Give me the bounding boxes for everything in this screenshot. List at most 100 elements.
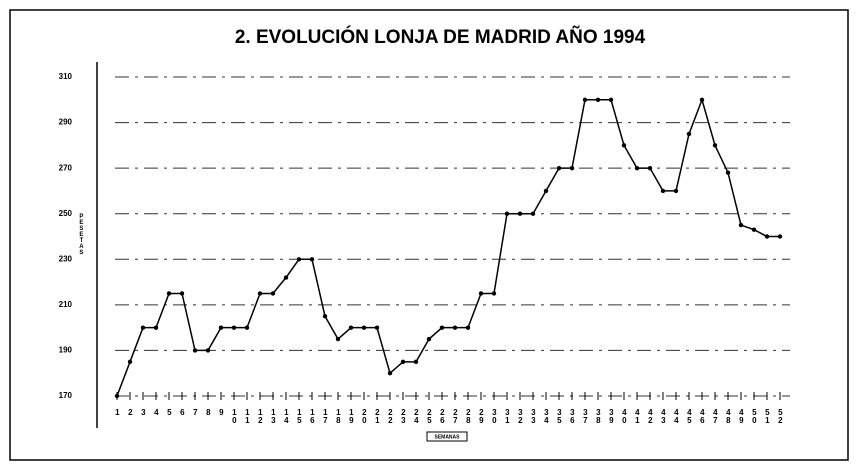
x-tick-label: 7 xyxy=(191,408,200,416)
x-tick-label: 4 xyxy=(152,408,161,416)
point xyxy=(244,325,250,330)
point xyxy=(543,188,549,194)
point xyxy=(192,348,198,353)
point xyxy=(452,325,458,330)
point xyxy=(504,211,510,216)
x-tick-label: 32 xyxy=(516,408,525,424)
x-tick-label: 41 xyxy=(633,408,642,424)
x-tick-label: 29 xyxy=(477,408,486,424)
point xyxy=(465,325,471,330)
y-axis-label: PESETAS xyxy=(78,214,84,256)
point xyxy=(725,170,731,175)
point xyxy=(218,325,224,330)
point xyxy=(309,257,315,262)
x-tick-label: 18 xyxy=(334,408,343,424)
point xyxy=(634,165,640,171)
point xyxy=(426,336,432,342)
y-tick-label: 250 xyxy=(59,209,73,218)
x-tick-label: 46 xyxy=(698,408,707,424)
point xyxy=(166,291,172,296)
x-tick-label: 13 xyxy=(269,408,278,424)
point xyxy=(179,291,185,296)
point xyxy=(595,97,601,102)
x-tick-label: 37 xyxy=(581,408,590,424)
x-tick-label: 22 xyxy=(386,408,395,424)
y-tick-label: 170 xyxy=(59,391,73,400)
y-tick-label: 210 xyxy=(59,300,73,309)
x-tick-label: 24 xyxy=(412,408,421,424)
x-tick-label: 51 xyxy=(763,408,772,424)
x-tick-label: 23 xyxy=(399,408,408,424)
point xyxy=(660,188,666,194)
y-tick-label: 190 xyxy=(59,346,73,355)
x-tick-label: 17 xyxy=(321,408,330,424)
x-tick-label: 16 xyxy=(308,408,317,424)
x-tick-label: 25 xyxy=(425,408,434,424)
x-tick-label: 11 xyxy=(243,408,252,424)
point xyxy=(231,325,237,330)
x-tick-label: 20 xyxy=(360,408,369,424)
point xyxy=(673,188,679,194)
x-tick-label: 2 xyxy=(126,408,135,416)
x-tick-label: 26 xyxy=(438,408,447,424)
point xyxy=(478,291,484,296)
point xyxy=(777,234,783,239)
point xyxy=(764,234,770,239)
point xyxy=(335,336,341,342)
x-tick-label: 12 xyxy=(256,408,265,424)
x-tick-label: 39 xyxy=(607,408,616,424)
chart-title: 2. EVOLUCIÓN LONJA DE MADRID AÑO 1994 xyxy=(235,26,646,48)
x-tick-label: 19 xyxy=(347,408,356,424)
x-tick-label: 1 xyxy=(113,408,122,416)
point xyxy=(699,97,705,102)
point xyxy=(751,227,757,232)
point xyxy=(491,291,497,296)
point xyxy=(712,143,718,148)
x-tick-label: 14 xyxy=(282,408,291,424)
point xyxy=(400,359,406,365)
point xyxy=(608,97,614,102)
point xyxy=(530,211,536,216)
point xyxy=(153,325,159,330)
point xyxy=(556,165,562,171)
point xyxy=(738,222,744,228)
y-tick-label: 270 xyxy=(59,163,73,172)
x-tick-label: 10 xyxy=(230,408,239,424)
x-tick-label: 6 xyxy=(178,408,187,416)
point xyxy=(205,348,211,353)
x-tick-label: 31 xyxy=(503,408,512,424)
x-tick-label: 45 xyxy=(685,408,694,424)
x-tick-label: 30 xyxy=(490,408,499,424)
x-tick-label: 42 xyxy=(646,408,655,424)
point xyxy=(387,371,393,376)
point xyxy=(257,291,263,296)
point xyxy=(569,165,575,171)
x-tick-label: 36 xyxy=(568,408,577,424)
x-tick-label: 40 xyxy=(620,408,629,424)
point xyxy=(374,325,380,330)
point xyxy=(114,393,120,399)
x-tick-label: 8 xyxy=(204,408,213,416)
point xyxy=(270,291,276,296)
point xyxy=(686,131,692,137)
x-tick-label: 9 xyxy=(217,408,226,416)
x-tick-label: 47 xyxy=(711,408,720,424)
x-axis-label: SEMANAS xyxy=(434,434,460,440)
x-tick-label: 15 xyxy=(295,408,304,424)
x-tick-label: 43 xyxy=(659,408,668,424)
point xyxy=(127,359,133,365)
point xyxy=(439,325,445,330)
point xyxy=(322,314,328,319)
x-tick-label: 48 xyxy=(724,408,733,424)
x-tick-label: 44 xyxy=(672,408,681,424)
point xyxy=(361,325,367,330)
line xyxy=(116,97,780,397)
y-tick-label: 230 xyxy=(59,254,73,263)
x-label-box xyxy=(426,431,468,442)
point xyxy=(582,97,588,102)
x-tick-label: 28 xyxy=(464,408,473,424)
point xyxy=(621,143,627,148)
point xyxy=(283,275,289,280)
y-tick-label: 290 xyxy=(59,118,73,127)
